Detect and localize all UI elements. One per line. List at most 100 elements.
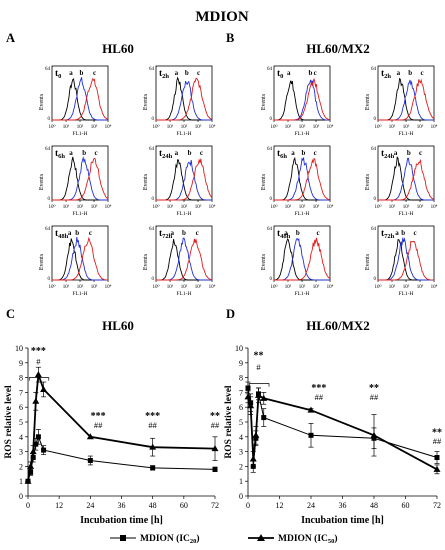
histogram-ytick: 64 [149,147,155,152]
histogram-xtick: 10⁴ [431,204,438,210]
timepoint-letter: t [55,229,59,239]
data-point-square [245,385,251,391]
histogram-xtick: 10³ [417,124,424,130]
histogram-xtick: 10³ [313,284,320,290]
histogram-xtick: 10⁴ [209,204,216,210]
histogram-xtick: 10⁰ [374,284,381,290]
histogram-series-c [156,78,213,121]
x-tick-label: 36 [118,501,126,510]
histogram-ytick: 0 [270,277,273,282]
histogram-peak-label-a: a [395,229,399,237]
series-line-triangle [27,374,216,482]
histogram-peak-label-b: b [75,229,79,237]
histogram-peak-label-b: b [296,229,300,237]
histogram-ylabel: Events [365,173,371,190]
histogram-peak-label-a: a [69,149,73,157]
y-tick-label: 3 [239,448,243,457]
histogram-peak-label-a: a [291,149,295,157]
x-tick-label: 24 [86,501,94,510]
data-point-triangle [433,465,441,472]
histogram-series-c [274,158,331,201]
histogram-subplot: Events 64 0 10⁰ 10¹ 10² 10³ 10⁴ FL1-H t6h a b c [39,145,112,217]
data-point-triangle [247,402,255,409]
timepoint-letter: t [159,229,163,239]
timepoint-letter: t [159,69,163,79]
histogram-peak-label-b: b [82,149,86,157]
significance-marker: ## [211,420,220,430]
histogram-peak-label-a: a [68,229,72,237]
histogram-xtick: 10² [181,124,188,130]
histogram-xlabel: FL1-H [177,211,192,217]
legend-marker-triangle [257,534,265,541]
timepoint-subscript: 2h [162,73,169,80]
timepoint-letter: t [277,149,281,159]
data-point-triangle [255,391,262,398]
y-tick-label: 1 [239,477,243,486]
panel-title-c: HL60 [102,318,134,333]
histogram-ylabel: Events [39,93,45,110]
significance-marker: # [36,356,41,366]
data-point-triangle [24,477,32,484]
histogram-xtick: 10⁴ [209,284,216,290]
x-tick-label: 72 [433,501,441,510]
x-tick-label: 48 [149,501,157,510]
y-axis-label: ROS relative level [4,385,14,459]
histogram-ylabel: Events [365,93,371,110]
histogram-peak-label-a: a [287,69,291,77]
histogram-xtick: 10³ [313,124,320,130]
significance-marker: ## [433,436,442,446]
x-axis-label: Incubation time [h] [301,515,384,526]
histogram-xtick: 10⁴ [105,124,112,130]
histogram-peak-label-a: a [69,69,73,77]
histogram-peak-label-b: b [182,229,186,237]
histogram-timepoint-label: t24h [381,149,395,160]
data-point-triangle [34,371,42,378]
y-tick-label: 9 [19,359,23,368]
timepoint-subscript: 0 [58,73,61,80]
histogram-subplot: Events 64 0 10⁰ 10¹ 10² 10³ 10⁴ FL1-H t2h a b c [143,65,216,137]
histogram-xtick: 10² [403,204,410,210]
histogram-series-a [156,239,212,281]
timepoint-subscript: 48h [280,233,291,240]
timepoint-letter: t [381,149,385,159]
histogram-timepoint-label: t72h [159,229,173,240]
histogram-ylabel: Events [365,253,371,270]
histogram-peak-label-c: c [196,229,199,237]
histogram-xtick: 10⁴ [431,284,438,290]
x-tick-label: 36 [339,501,347,510]
data-point-square [35,434,41,440]
histogram-peak-label-c: c [419,149,422,157]
histogram-ytick: 0 [48,197,51,202]
histogram-ytick: 64 [371,147,377,152]
histogram-ylabel: Events [39,173,45,190]
histogram-series-c [274,237,331,281]
legend-label-close: ) [196,533,199,544]
histogram-xlabel: FL1-H [295,291,310,297]
histogram-xtick: 10¹ [389,204,396,210]
y-tick-label: 9 [239,359,243,368]
histogram-xtick: 10³ [91,284,98,290]
histogram-series-b [52,237,108,281]
histogram-peak-label-b: b [79,69,83,77]
series-triangle [244,387,441,475]
timepoint-letter: t [159,149,163,159]
histogram-peak-label-c: c [197,69,200,77]
legend: MDION (IC20) MDION (IC50) [110,533,338,545]
histogram-ytick: 64 [267,227,273,232]
histogram-series-a [156,76,212,121]
histogram-xtick: 10⁰ [48,124,55,130]
histogram-xtick: 10⁰ [270,124,277,130]
histogram-xtick: 10⁴ [105,284,112,290]
histogram-series-c [378,158,435,201]
significance-bracket [28,377,50,381]
histogram-xtick: 10⁰ [270,204,277,210]
histogram-timepoint-label: t6h [277,149,287,160]
significance-marker: *** [91,411,106,422]
timepoint-letter: t [55,149,59,159]
x-tick-label: 48 [370,501,378,510]
figure-title: MDION [195,9,248,25]
panel-title-b: HL60/MX2 [306,41,370,56]
